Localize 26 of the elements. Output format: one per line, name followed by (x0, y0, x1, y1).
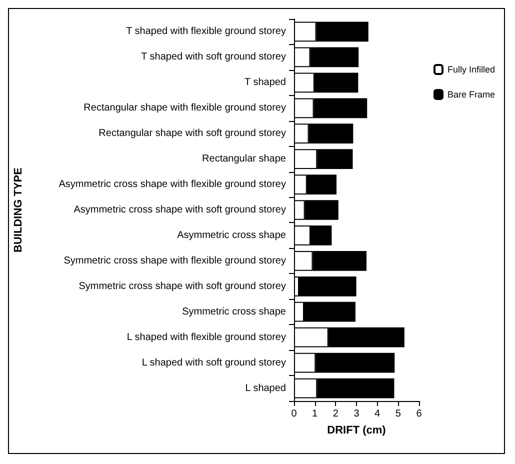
y-tick-label: T shaped with soft ground storey (141, 52, 286, 63)
x-tick-label: 0 (291, 408, 298, 420)
y-tick-label: T shaped (244, 77, 286, 88)
y-tick-label: Symmetric cross shape (182, 306, 286, 318)
y-tick-label: L shaped with flexible ground storey (126, 332, 286, 343)
y-tick-label: Asymmetric cross shape with soft ground storey (74, 204, 286, 216)
x-tick-label: 5 (395, 408, 402, 420)
x-tick-label: 6 (416, 408, 422, 420)
x-tick-label: 3 (354, 408, 360, 420)
legend-label: Fully Infilled (447, 64, 496, 74)
y-tick-label: L shaped (245, 382, 286, 394)
y-tick-label: Rectangular shape with soft ground storey (98, 128, 286, 140)
y-tick-label: Asymmetric cross shape (177, 230, 286, 241)
x-tick-label: 1 (312, 408, 318, 420)
y-tick-label: Symmetric cross shape with flexible ground storey (64, 255, 286, 266)
y-tick-label: Asymmetric cross shape with flexible ground storey (58, 179, 286, 190)
y-tick-label: T shaped with flexible ground storey (126, 26, 286, 38)
y-axis-title: BUILDING TYPE (12, 168, 24, 252)
y-tick-label: Rectangular shape with flexible ground storey (84, 102, 286, 114)
x-tick-label: 4 (374, 408, 381, 420)
x-tick-label: 2 (332, 408, 339, 420)
x-axis-title: DRIFT (cm) (327, 424, 386, 436)
y-tick-label: L shaped with soft ground storey (142, 357, 286, 368)
y-tick-label: Rectangular shape (202, 154, 286, 165)
y-tick-label: Symmetric cross shape with soft ground storey (78, 280, 286, 292)
legend-label: Bare Frame (447, 90, 495, 100)
